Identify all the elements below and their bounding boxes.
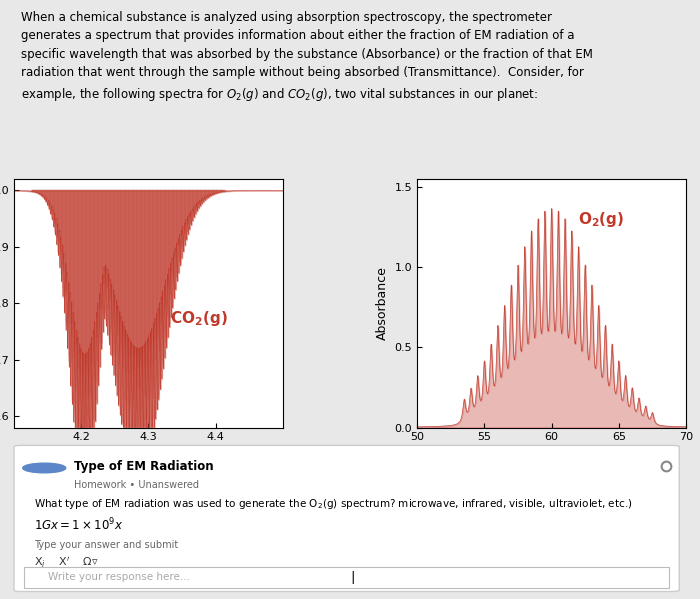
Text: When a chemical substance is analyzed using absorption spectroscopy, the spectro: When a chemical substance is analyzed us… xyxy=(21,11,593,103)
Text: Homework • Unanswered: Homework • Unanswered xyxy=(74,480,200,489)
Text: $\mathbf{CO_2(g)}$: $\mathbf{CO_2(g)}$ xyxy=(170,309,228,328)
Text: $\mathbf{O_2(g)}$: $\mathbf{O_2(g)}$ xyxy=(578,210,625,229)
Text: What type of EM radiation was used to generate the O$_2$(g) spectrum? microwave,: What type of EM radiation was used to ge… xyxy=(34,497,633,511)
Text: Type your answer and submit: Type your answer and submit xyxy=(34,540,179,550)
Text: Type of EM Radiation: Type of EM Radiation xyxy=(74,460,214,473)
Text: Write your response here...: Write your response here... xyxy=(48,572,190,582)
Circle shape xyxy=(22,463,66,473)
X-axis label: Frequency (GHz): Frequency (GHz) xyxy=(500,448,603,461)
Text: $1Gx = 1 \times 10^9 x$: $1Gx = 1 \times 10^9 x$ xyxy=(34,517,124,534)
FancyBboxPatch shape xyxy=(24,567,669,588)
FancyBboxPatch shape xyxy=(14,446,679,591)
Y-axis label: Absorbance: Absorbance xyxy=(376,267,389,340)
X-axis label: Wavelength (μm): Wavelength (μm) xyxy=(94,448,202,461)
Text: $\mathbf{|}$: $\mathbf{|}$ xyxy=(350,568,355,586)
Text: X$_i$    X$'$    $\Omega\mathbf{\triangledown}$: X$_i$ X$'$ $\Omega\mathbf{\triangledown}… xyxy=(34,555,99,570)
